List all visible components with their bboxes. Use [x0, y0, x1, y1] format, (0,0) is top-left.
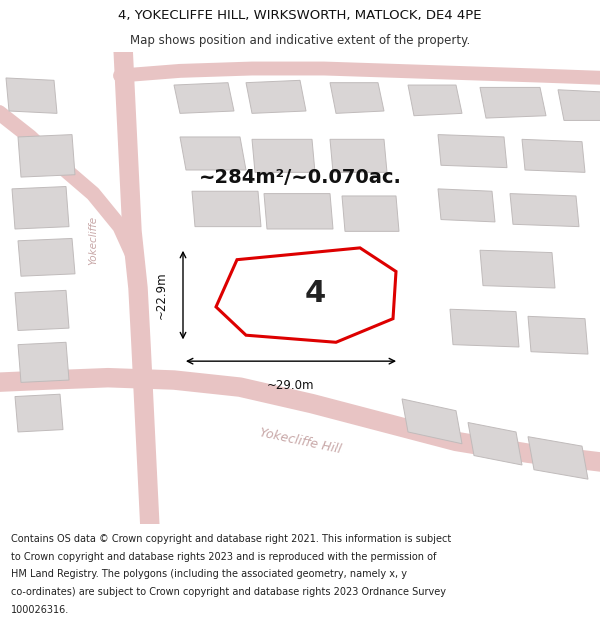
Text: 4, YOKECLIFFE HILL, WIRKSWORTH, MATLOCK, DE4 4PE: 4, YOKECLIFFE HILL, WIRKSWORTH, MATLOCK,… — [118, 9, 482, 22]
Text: Map shows position and indicative extent of the property.: Map shows position and indicative extent… — [130, 34, 470, 47]
Polygon shape — [18, 134, 75, 177]
Text: 100026316.: 100026316. — [11, 605, 69, 615]
Polygon shape — [15, 394, 63, 432]
Polygon shape — [480, 88, 546, 118]
Text: ~29.0m: ~29.0m — [267, 379, 315, 392]
Polygon shape — [468, 422, 522, 465]
Polygon shape — [342, 196, 399, 231]
Polygon shape — [558, 90, 600, 121]
Polygon shape — [252, 139, 315, 172]
Text: Yokecliffe Hill: Yokecliffe Hill — [258, 426, 342, 456]
Polygon shape — [18, 239, 75, 276]
Text: Contains OS data © Crown copyright and database right 2021. This information is : Contains OS data © Crown copyright and d… — [11, 534, 451, 544]
Polygon shape — [15, 291, 69, 331]
Polygon shape — [480, 250, 555, 288]
Polygon shape — [402, 399, 462, 444]
Polygon shape — [408, 85, 462, 116]
Polygon shape — [246, 81, 306, 113]
Polygon shape — [174, 82, 234, 113]
Polygon shape — [192, 191, 261, 227]
Polygon shape — [6, 78, 57, 113]
Polygon shape — [12, 186, 69, 229]
Text: to Crown copyright and database rights 2023 and is reproduced with the permissio: to Crown copyright and database rights 2… — [11, 552, 436, 562]
Polygon shape — [18, 342, 69, 382]
Polygon shape — [330, 139, 387, 172]
Polygon shape — [180, 137, 246, 170]
Text: ~284m²/~0.070ac.: ~284m²/~0.070ac. — [199, 168, 401, 187]
Polygon shape — [522, 139, 585, 172]
Polygon shape — [330, 82, 384, 113]
Polygon shape — [450, 309, 519, 347]
Polygon shape — [264, 194, 333, 229]
Text: 4: 4 — [304, 279, 326, 308]
Polygon shape — [528, 437, 588, 479]
Polygon shape — [528, 316, 588, 354]
Text: co-ordinates) are subject to Crown copyright and database rights 2023 Ordnance S: co-ordinates) are subject to Crown copyr… — [11, 587, 446, 597]
Polygon shape — [438, 134, 507, 168]
Text: ~22.9m: ~22.9m — [155, 271, 168, 319]
Polygon shape — [510, 194, 579, 227]
Polygon shape — [438, 189, 495, 222]
Text: Yokecliffe: Yokecliffe — [88, 216, 98, 266]
Text: HM Land Registry. The polygons (including the associated geometry, namely x, y: HM Land Registry. The polygons (includin… — [11, 569, 407, 579]
